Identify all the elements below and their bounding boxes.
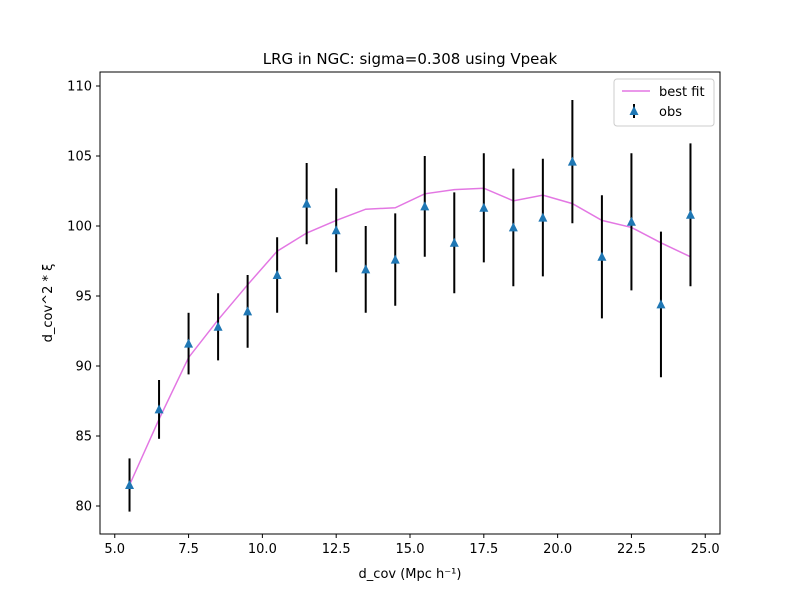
x-tick-label: 25.0 <box>691 542 720 557</box>
obs-point <box>567 156 577 166</box>
x-tick-label: 17.5 <box>469 542 498 557</box>
y-axis: 80 85 90 95 100 105 110 <box>67 80 100 515</box>
obs-point <box>508 222 518 232</box>
obs-point <box>184 338 194 348</box>
obs-point <box>538 212 548 222</box>
y-tick-label: 85 <box>75 430 92 445</box>
y-tick-label: 100 <box>67 220 92 235</box>
obs-point <box>656 299 666 309</box>
obs-point <box>154 404 164 414</box>
y-tick-label: 80 <box>75 500 92 515</box>
obs-point <box>479 202 489 212</box>
x-tick-label: 5.0 <box>104 542 125 557</box>
chart-title: LRG in NGC: sigma=0.308 using Vpeak <box>263 50 558 68</box>
x-tick-label: 15.0 <box>396 542 425 557</box>
legend-marker-swatch <box>629 106 639 115</box>
obs-point <box>390 254 400 264</box>
x-tick-label: 12.5 <box>322 542 351 557</box>
obs-point <box>243 306 253 316</box>
obs-point <box>361 264 371 274</box>
plot-area <box>125 100 695 512</box>
obs-point <box>302 198 312 208</box>
x-tick-label: 10.0 <box>248 542 277 557</box>
axes-frame <box>99 71 721 535</box>
best-fit-line <box>128 187 691 486</box>
y-tick-label: 90 <box>75 360 92 375</box>
obs-point <box>125 480 135 489</box>
legend: best fit obs <box>613 78 715 127</box>
y-tick-label: 105 <box>67 150 92 165</box>
obs-point <box>685 209 695 219</box>
y-tick-label: 110 <box>67 80 92 95</box>
obs-point <box>272 270 282 279</box>
obs-point <box>213 321 223 331</box>
x-axis: 5.0 7.5 10.0 12.5 15.0 17.5 20.0 22.5 25.0 <box>104 534 720 557</box>
obs-point <box>331 225 341 235</box>
x-axis-label: d_cov (Mpc h⁻¹) <box>359 567 462 582</box>
obs-point <box>626 216 636 226</box>
obs-point <box>449 237 459 247</box>
legend-label-best-fit: best fit <box>659 85 705 100</box>
x-tick-label: 7.5 <box>178 542 199 557</box>
y-tick-label: 95 <box>75 290 92 305</box>
x-tick-label: 20.0 <box>543 542 572 557</box>
legend-label-obs: obs <box>659 105 682 120</box>
y-axis-label: d_cov^2 * ξ <box>41 264 56 343</box>
obs-point <box>420 201 430 211</box>
x-tick-label: 22.5 <box>617 542 646 557</box>
obs-point <box>597 251 607 261</box>
